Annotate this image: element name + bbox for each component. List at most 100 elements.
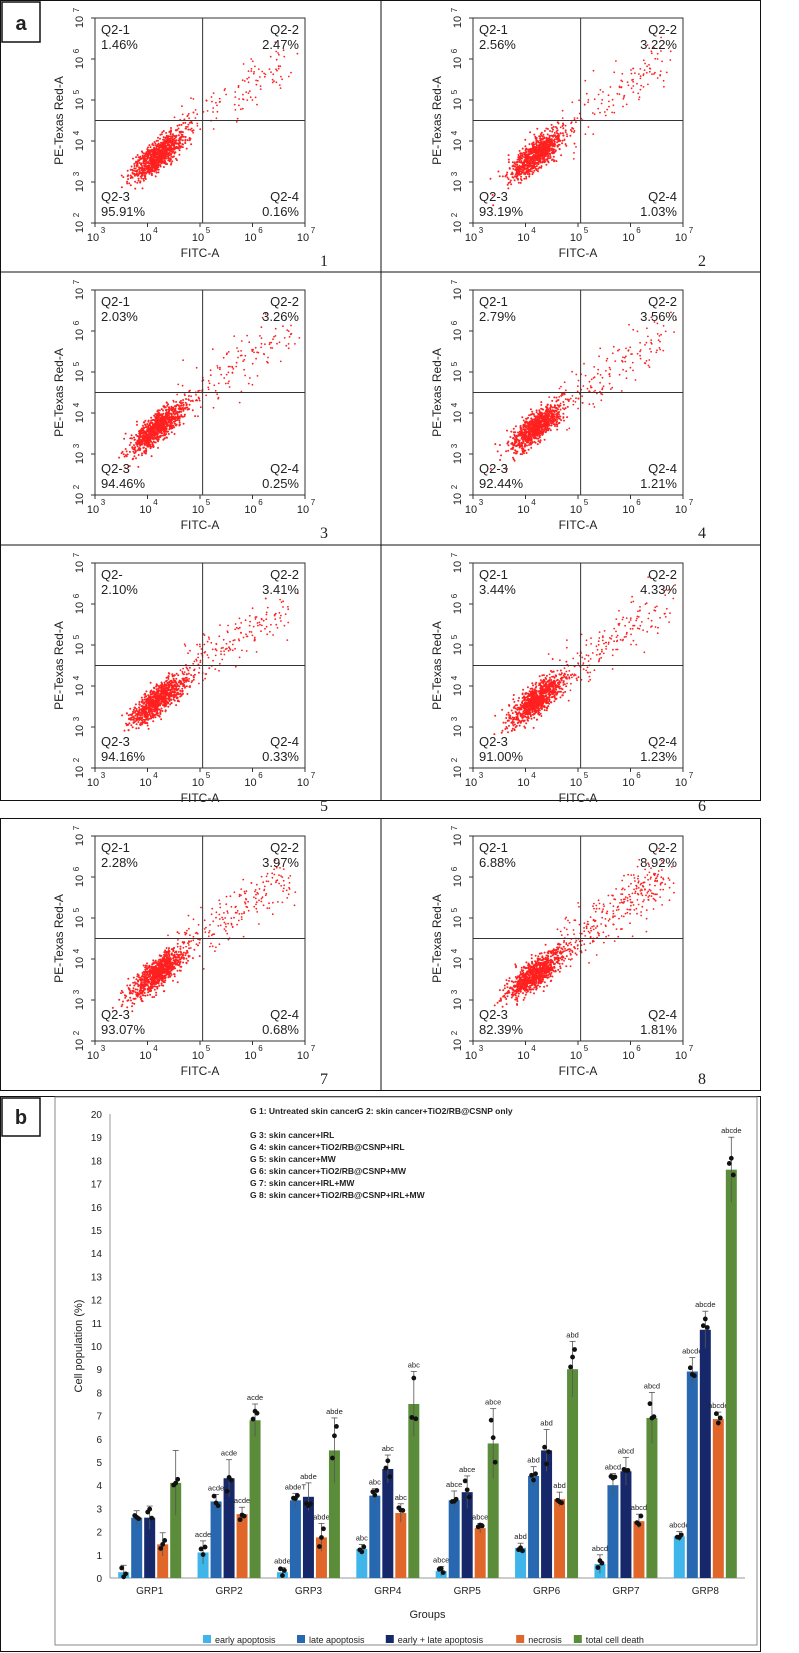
cell-dot (165, 414, 168, 417)
cell-dot (527, 150, 530, 153)
cell-dot (645, 71, 648, 74)
cell-dot (162, 166, 165, 168)
cell-dot (507, 449, 510, 452)
cell-dot (129, 177, 132, 179)
cell-dot (225, 93, 228, 96)
cell-dot (555, 160, 558, 163)
cell-dot (163, 416, 166, 419)
cell-dot (167, 705, 170, 708)
cell-dot (237, 86, 240, 89)
cell-dot (540, 138, 543, 140)
cell-dot (161, 434, 164, 437)
cell-dot (531, 162, 534, 165)
cell-dot (506, 176, 509, 179)
cell-dot (211, 348, 214, 351)
cell-dot (525, 177, 528, 180)
cell-dot (542, 431, 545, 434)
cell-dot (549, 156, 552, 159)
cell-dot (581, 395, 583, 398)
cell-dot (614, 360, 617, 362)
cell-dot (170, 427, 173, 430)
cell-dot (611, 386, 614, 389)
y-tick-exp: 5 (450, 89, 459, 94)
cell-dot (157, 171, 160, 174)
y-tick-exp: 3 (450, 443, 459, 448)
cell-dot (506, 429, 508, 432)
cell-dot (159, 423, 162, 426)
cell-dot (175, 677, 178, 680)
cell-dot (146, 724, 149, 727)
cell-dot (184, 401, 187, 404)
cell-dot (167, 675, 170, 678)
cell-dot (541, 135, 544, 138)
cell-dot (217, 382, 220, 385)
cell-dot (129, 174, 132, 177)
cell-dot (518, 446, 521, 449)
cell-dot (140, 172, 143, 174)
y-tick-label: 10 (74, 329, 86, 341)
cell-dot (160, 422, 163, 425)
cell-dot (539, 160, 542, 162)
x-tick-exp: 5 (206, 498, 211, 507)
cell-dot (524, 421, 527, 424)
cell-dot (219, 368, 221, 371)
cell-dot (570, 130, 573, 133)
cell-dot (521, 155, 524, 158)
cell-dot (514, 165, 517, 168)
cell-dot (143, 152, 145, 155)
cell-dot (561, 393, 564, 396)
cell-dot (552, 125, 555, 128)
cell-dot (137, 721, 140, 724)
cell-dot (564, 129, 567, 132)
quadrant-q2-1-value: 1.46% (101, 37, 138, 52)
cell-dot (171, 418, 174, 421)
cell-dot (222, 356, 225, 359)
cell-dot (184, 142, 187, 144)
cell-dot (553, 143, 556, 146)
cell-dot (170, 155, 173, 158)
cell-dot (146, 148, 149, 151)
cell-dot (178, 421, 181, 424)
cell-dot (516, 173, 519, 176)
cell-dot (247, 81, 250, 84)
cell-dot (541, 433, 544, 436)
cell-dot (175, 672, 178, 675)
cell-dot (190, 143, 193, 146)
cell-dot (179, 136, 182, 139)
cell-dot (126, 180, 129, 183)
cell-dot (163, 140, 166, 143)
y-axis-label: PE-Texas Red-A (52, 348, 66, 437)
quadrant-q2-1-value: 2.03% (101, 309, 138, 324)
cell-dot (174, 136, 177, 139)
quadrant-q2-3-name: Q2-3 (479, 189, 508, 204)
cell-dot (149, 160, 152, 163)
y-tick-exp: 2 (450, 484, 459, 489)
cell-dot (159, 418, 162, 421)
cell-dot (512, 458, 515, 461)
cell-dot (566, 429, 568, 431)
cell-dot (519, 178, 522, 180)
cell-dot (149, 146, 152, 149)
cell-dot (592, 403, 595, 405)
panel-a: a103104105106107102103104105106107FITC-A… (0, 0, 761, 1091)
cell-dot (521, 147, 524, 150)
cell-dot (518, 440, 521, 443)
cell-dot (178, 145, 181, 148)
y-tick-label: 10 (74, 139, 86, 151)
y-tick-label: 10 (74, 98, 86, 110)
cell-dot (534, 416, 537, 419)
cell-dot (259, 85, 262, 87)
cell-dot (135, 172, 138, 175)
cell-dot (160, 133, 163, 136)
cell-dot (660, 36, 662, 39)
cell-dot (669, 50, 672, 53)
cell-dot (158, 150, 161, 153)
cell-dot (569, 129, 572, 131)
x-tick-exp: 7 (689, 498, 694, 507)
cell-dot (515, 161, 518, 164)
cell-dot (169, 135, 172, 138)
cell-dot (132, 450, 135, 453)
cell-dot (537, 440, 540, 443)
cell-dot (541, 420, 544, 423)
x-tick-label: 10 (244, 777, 256, 789)
